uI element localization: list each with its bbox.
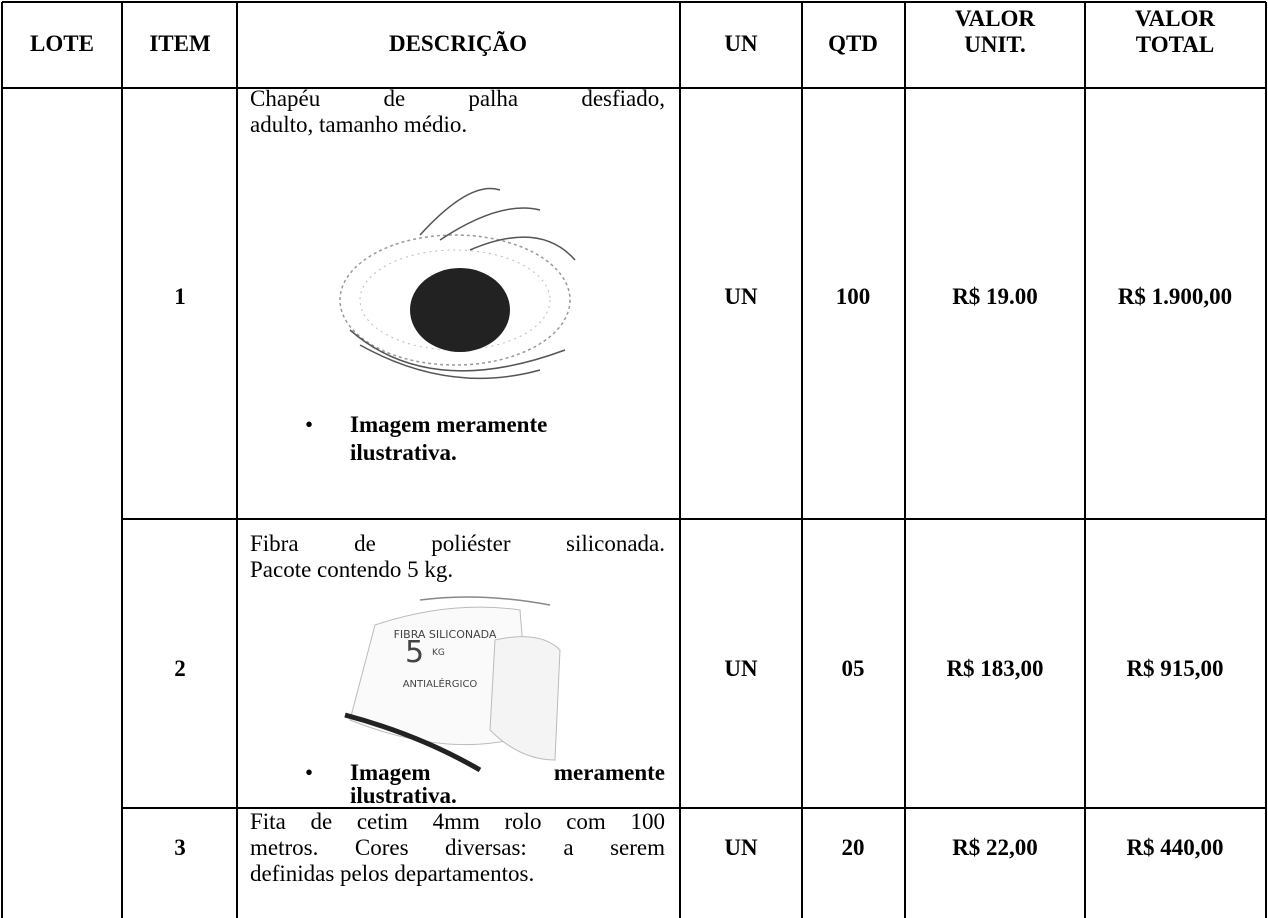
unit-value: R$ 19.00 — [952, 284, 1038, 309]
total-value: R$ 440,00 — [1126, 835, 1224, 860]
image-text: ANTIALÉRGICO — [402, 679, 478, 690]
image-note: Imagem meramente — [350, 760, 665, 785]
unit-value: R$ 183,00 — [946, 656, 1044, 681]
description-line: Pacote contendo 5 kg. — [250, 557, 454, 582]
header-cell: LOTE — [30, 31, 94, 56]
bullet: • — [305, 412, 314, 437]
image-text: KG — [432, 648, 445, 658]
header-cell: DESCRIÇÃO — [388, 31, 528, 56]
unit: UN — [724, 284, 758, 309]
description-line: Fibra de poliéster siliconada. — [250, 531, 665, 556]
header-cell: VALOR UNIT. — [954, 6, 1036, 57]
header-cell: QTD — [828, 31, 878, 56]
item-number: 1 — [174, 284, 186, 309]
hat-image — [339, 187, 576, 380]
item-number: 3 — [174, 835, 186, 860]
description-line: Fita de cetim 4mm rolo com 100 — [250, 809, 665, 834]
header-cell: VALOR TOTAL — [1134, 6, 1216, 57]
description-line: metros. Cores diversas: a serem — [250, 835, 665, 860]
quantity: 100 — [835, 284, 871, 309]
quantity: 05 — [841, 656, 865, 681]
item-number: 2 — [174, 656, 186, 681]
header-cell: UN — [724, 31, 758, 56]
unit-value: R$ 22,00 — [952, 835, 1038, 860]
description-line: Chapéu de palha desfiado, — [250, 86, 665, 111]
total-value: R$ 1.900,00 — [1117, 284, 1233, 309]
image-text: FIBRA SILICONADA — [393, 628, 497, 641]
total-value: R$ 915,00 — [1126, 656, 1224, 681]
unit: UN — [724, 656, 758, 681]
header-cell: ITEM — [149, 31, 211, 56]
image-text: 5 — [405, 635, 425, 670]
fiber-bag-image — [344, 596, 561, 773]
image-note: ilustrativa. — [350, 440, 457, 465]
image-note: Imagem meramente — [350, 412, 548, 437]
description-line: adulto, tamanho médio. — [250, 112, 468, 137]
unit: UN — [724, 835, 758, 860]
quantity: 20 — [841, 835, 865, 860]
bullet: • — [305, 760, 314, 785]
image-note: ilustrativa. — [350, 783, 457, 808]
description-line: definidas pelos departamentos. — [250, 861, 535, 886]
